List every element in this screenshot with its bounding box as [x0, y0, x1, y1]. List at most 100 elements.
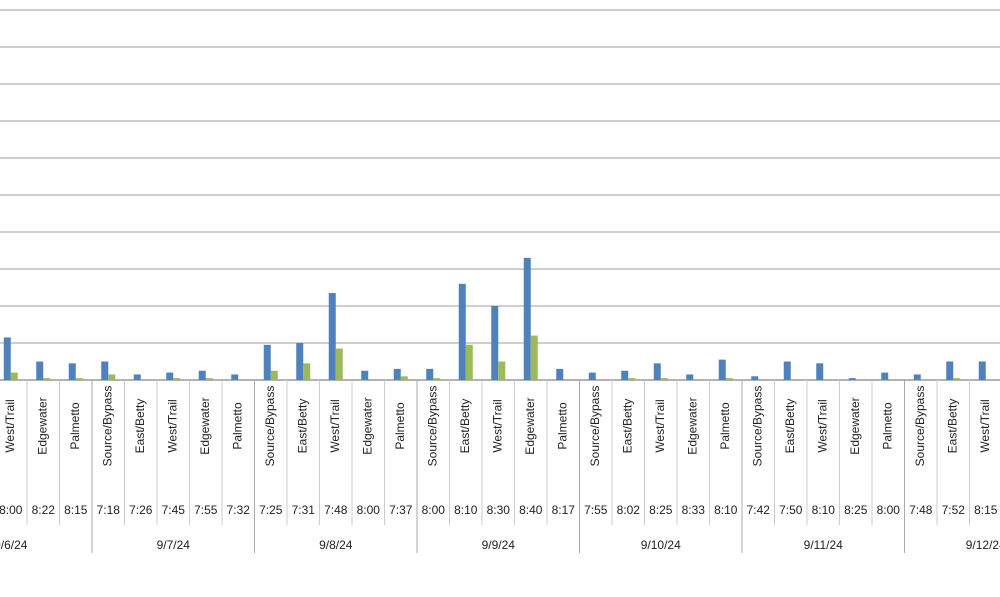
bar [36, 361, 44, 380]
x-tick-label: East/Betty [458, 399, 472, 454]
bar [263, 344, 271, 380]
x-tick-label: Edgewater [360, 397, 374, 454]
bar [296, 343, 304, 380]
time-label: 7:37 [389, 503, 413, 517]
x-tick-label: Palmetto [230, 402, 244, 450]
time-label: 8:00 [357, 503, 381, 517]
x-tick-label: Palmetto [718, 402, 732, 450]
time-label: 8:10 [812, 503, 836, 517]
bar [173, 378, 181, 380]
group-label: 9/6/24 [0, 538, 28, 552]
x-tick-label: East/Betty [783, 399, 797, 454]
x-tick-label: Palmetto [393, 402, 407, 450]
x-tick-label: East/Betty [295, 399, 309, 454]
x-tick-label: Source/Bypass [100, 386, 114, 467]
bar [400, 376, 408, 380]
bar [198, 370, 206, 380]
x-tick-label: West/Trail [490, 399, 504, 452]
time-label: 8:00 [877, 503, 901, 517]
x-tick-label: Edgewater [848, 397, 862, 454]
bar [270, 370, 278, 380]
x-tick-label: West/Trail [3, 399, 17, 452]
bar [816, 363, 824, 380]
time-label: 8:33 [682, 503, 706, 517]
x-tick-label: West/Trail [165, 399, 179, 452]
time-label: 7:18 [97, 503, 121, 517]
time-label: 8:10 [714, 503, 738, 517]
time-label: 7:31 [292, 503, 316, 517]
time-label: 7:32 [227, 503, 251, 517]
x-tick-label: West/Trail [815, 399, 829, 452]
time-label: 7:42 [747, 503, 771, 517]
bar [848, 378, 856, 380]
x-tick-label: Palmetto [68, 402, 82, 450]
x-tick-label: East/Betty [620, 399, 634, 454]
x-tick-label: Source/Bypass [588, 386, 602, 467]
group-label: 9/10/24 [641, 538, 681, 552]
bar [913, 374, 921, 380]
bar [491, 306, 499, 380]
bar [231, 374, 239, 380]
x-tick-label: West/Trail [978, 399, 992, 452]
bar [393, 368, 401, 380]
bar [458, 283, 466, 380]
bar [205, 378, 213, 380]
bar [530, 335, 538, 380]
time-label: 8:15 [64, 503, 88, 517]
time-label: 8:25 [649, 503, 673, 517]
bar [43, 378, 51, 380]
x-tick-label: Source/Bypass [425, 386, 439, 467]
time-label: 8:30 [487, 503, 511, 517]
time-label: 7:48 [909, 503, 933, 517]
bar [628, 378, 636, 380]
bar [433, 378, 441, 380]
bar [953, 378, 961, 380]
bar [523, 257, 531, 380]
group-label: 9/8/24 [319, 538, 353, 552]
bar [101, 361, 109, 380]
time-label: 7:48 [324, 503, 348, 517]
time-label: 8:40 [519, 503, 543, 517]
time-label: 8:10 [454, 503, 478, 517]
bar [588, 372, 596, 380]
bar [3, 337, 11, 380]
bar [556, 368, 564, 380]
bar [10, 372, 18, 380]
bar [335, 348, 343, 380]
group-label: 9/12/24 [966, 538, 1000, 552]
x-tick-label: Edgewater [198, 397, 212, 454]
time-label: 7:50 [779, 503, 803, 517]
bar [108, 374, 116, 380]
x-tick-label: Palmetto [880, 402, 894, 450]
time-label: 8:02 [617, 503, 641, 517]
bar [686, 374, 694, 380]
time-label: 8:22 [32, 503, 56, 517]
x-tick-label: Source/Bypass [750, 386, 764, 467]
x-tick-label: Edgewater [35, 397, 49, 454]
bar [946, 361, 954, 380]
x-tick-label: West/Trail [328, 399, 342, 452]
bar [660, 378, 668, 380]
bar [653, 363, 661, 380]
bar [498, 361, 506, 380]
bar [718, 359, 726, 380]
time-label: 7:55 [584, 503, 608, 517]
bar [68, 363, 76, 380]
x-tick-label: Source/Bypass [263, 386, 277, 467]
bar [621, 370, 629, 380]
bar [166, 372, 174, 380]
bar [75, 378, 83, 380]
bar [978, 361, 986, 380]
bar [328, 293, 336, 380]
time-label: 7:55 [194, 503, 218, 517]
group-label: 9/11/24 [804, 538, 843, 552]
x-tick-label: East/Betty [945, 399, 959, 454]
bar [751, 376, 759, 380]
x-tick-label: West/Trail [653, 399, 667, 452]
x-tick-label: Edgewater [523, 397, 537, 454]
bar [465, 344, 473, 380]
time-label: 8:15 [974, 503, 998, 517]
time-label: 7:25 [259, 503, 283, 517]
time-label: 8:25 [844, 503, 868, 517]
